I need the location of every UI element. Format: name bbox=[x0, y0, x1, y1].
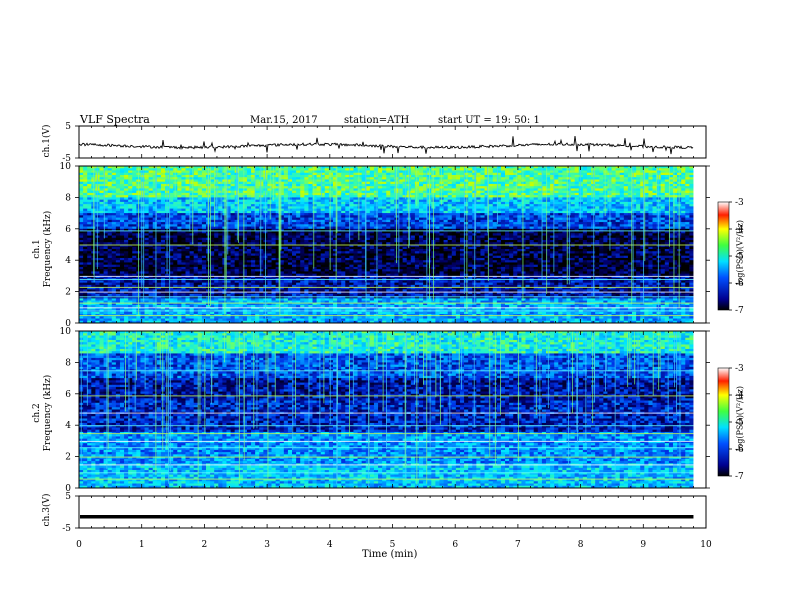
ch1-cbar-label-0: -3 bbox=[735, 198, 744, 208]
ch1-spec-ytick-label-3: 6 bbox=[65, 225, 71, 235]
x-tick-label-1: 1 bbox=[139, 540, 145, 550]
date-label: Mar.15, 2017 bbox=[250, 115, 318, 126]
ch2-spec-ytick-label-5: 10 bbox=[60, 327, 72, 337]
x-tick-label-0: 0 bbox=[76, 540, 82, 550]
ch2-cbar-label-4: -7 bbox=[735, 472, 744, 482]
ch2-cbar-label-3: -6 bbox=[735, 445, 744, 455]
ch1-wave-ytick-label-0: 5 bbox=[65, 122, 71, 132]
x-tick-label-7: 7 bbox=[515, 540, 521, 550]
x-tick-label-5: 5 bbox=[390, 540, 396, 550]
ch2-cbar-label-1: -4 bbox=[735, 391, 744, 401]
ch3-waveform-frame bbox=[78, 495, 707, 529]
ch1-cbar-label-2: -5 bbox=[735, 252, 744, 262]
ch2-spec-ytick-label-4: 8 bbox=[65, 358, 71, 368]
ch2-colorbar bbox=[717, 367, 730, 477]
ch1-cbar-label-4: -7 bbox=[735, 306, 744, 316]
x-tick-label-8: 8 bbox=[578, 540, 584, 550]
ch3-wave-ytick-label-0: 5 bbox=[65, 492, 71, 502]
ch1-wave-ytick-label-1: -5 bbox=[62, 154, 71, 164]
x-tick-label-3: 3 bbox=[264, 540, 270, 550]
chart-title: VLF Spectra bbox=[80, 113, 150, 126]
ch1-colorbar bbox=[717, 201, 730, 311]
ch2-spec-ytick-label-2: 4 bbox=[65, 421, 71, 431]
ch1-spec-ytick-label-5: 10 bbox=[60, 162, 72, 172]
ch2-spectrogram bbox=[79, 331, 706, 489]
ch1-spec-ytick-label-2: 4 bbox=[65, 256, 71, 266]
ch2-spec-ytick-label-1: 2 bbox=[65, 453, 71, 463]
x-tick-label-6: 6 bbox=[452, 540, 458, 550]
x-tick-label-4: 4 bbox=[327, 540, 333, 550]
ch1-spectrogram bbox=[79, 166, 706, 324]
ch3-wave-ytick-label-1: -5 bbox=[62, 524, 71, 534]
x-tick-label-9: 9 bbox=[640, 540, 646, 550]
ch1-spec-ytick-label-4: 8 bbox=[65, 193, 71, 203]
ch1-spec-ytick-label-0: 0 bbox=[65, 319, 71, 329]
ch1-spec-ytick-label-1: 2 bbox=[65, 288, 71, 298]
station-label: station=ATH bbox=[344, 115, 409, 126]
ch1-waveform-line bbox=[78, 136, 694, 155]
ch2-cbar-label-2: -5 bbox=[735, 418, 744, 428]
ch1-cbar-label-3: -6 bbox=[735, 279, 744, 289]
ch2-cbar-label-0: -3 bbox=[735, 364, 744, 374]
start-time-label: start UT = 19: 50: 1 bbox=[438, 115, 540, 126]
ch1-cbar-label-1: -4 bbox=[735, 225, 744, 235]
x-axis-label: Time (min) bbox=[362, 549, 417, 560]
ch1-waveform-frame bbox=[78, 125, 707, 159]
ch2-spec-ytick-label-0: 0 bbox=[65, 484, 71, 494]
ch2-spec-ytick-label-3: 6 bbox=[65, 390, 71, 400]
x-tick-label-10: 10 bbox=[700, 540, 712, 550]
x-tick-label-2: 2 bbox=[202, 540, 208, 550]
